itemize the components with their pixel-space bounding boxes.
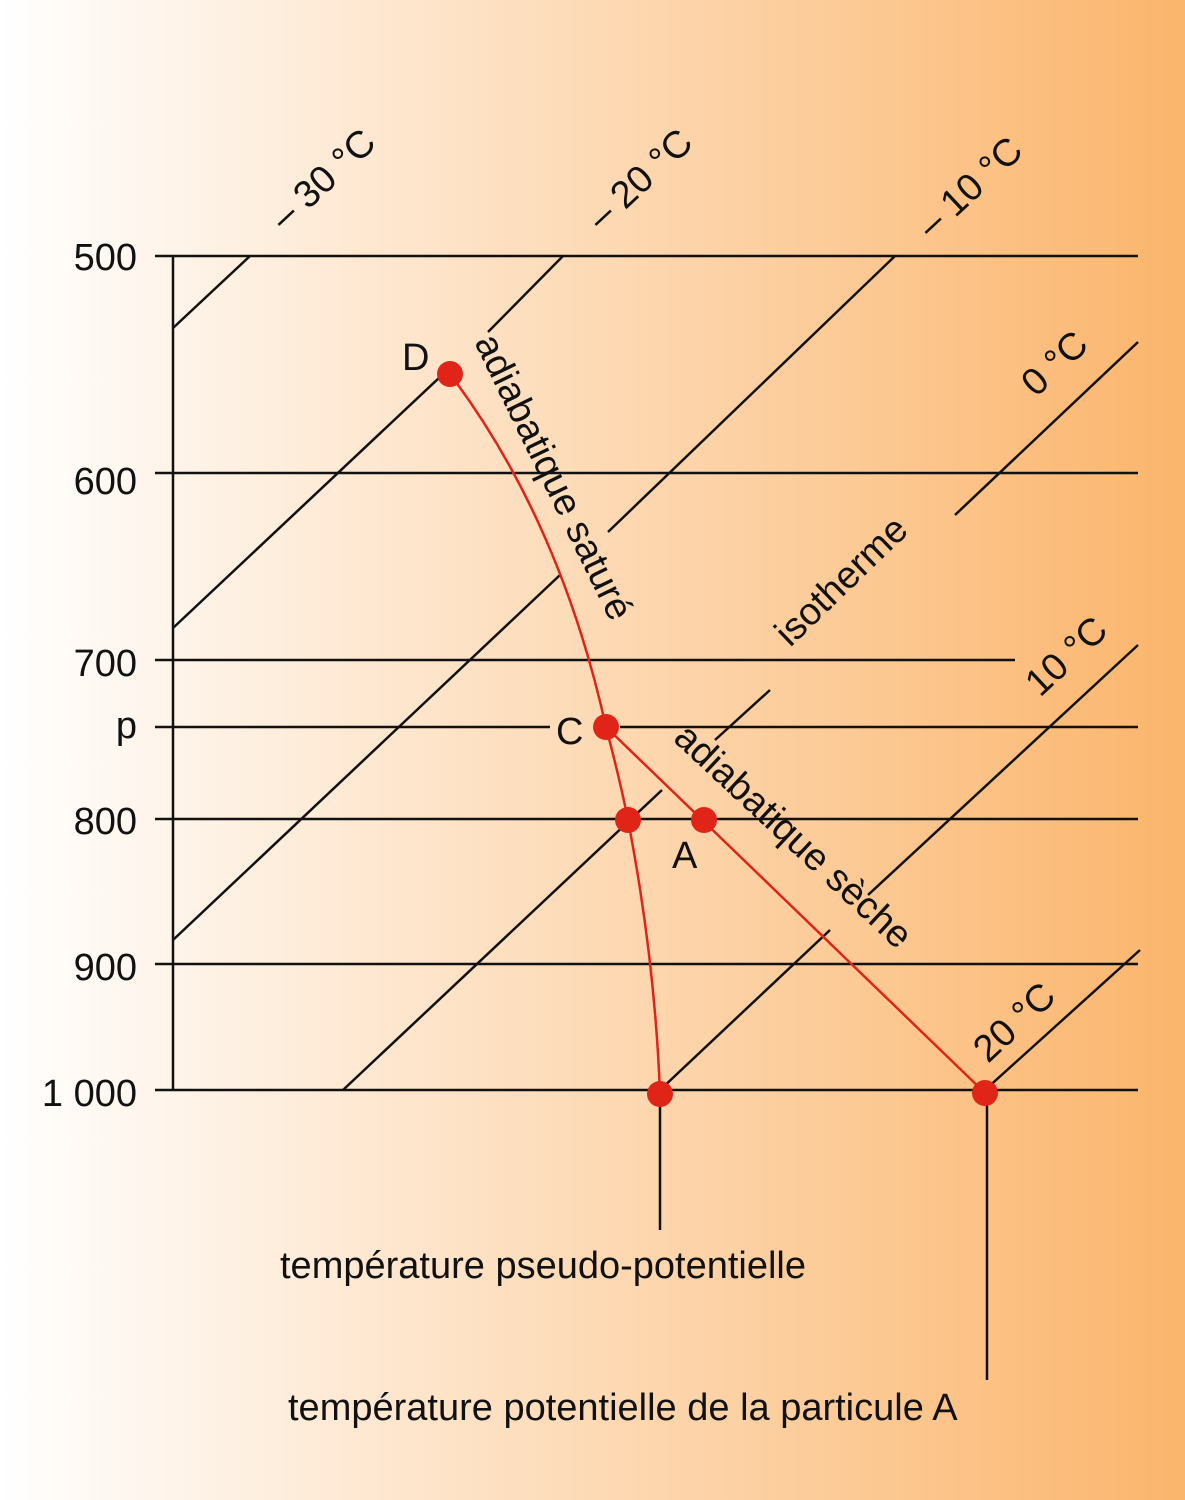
saturated-adiabat	[449, 373, 662, 1095]
points	[437, 361, 998, 1107]
pressure-label: 800	[74, 801, 137, 843]
pressure-label: 600	[74, 461, 137, 503]
pressure-label: 900	[74, 947, 137, 989]
point-label: D	[402, 337, 429, 379]
dry-adiabat	[605, 726, 986, 1094]
pressure-labels: 500 600 700 p 800 900 1 000	[42, 237, 137, 1115]
point-labels: D C A	[402, 337, 698, 877]
pressure-label: 700	[74, 643, 137, 685]
grid	[155, 254, 1141, 1380]
point-label: C	[556, 711, 583, 753]
bottom-label: température pseudo-potentielle	[280, 1245, 806, 1287]
pressure-label: p	[116, 705, 137, 747]
bottom-label: température potentielle de la particule …	[288, 1387, 958, 1429]
pressure-label: 500	[74, 237, 137, 279]
pressure-label: 1 000	[42, 1073, 137, 1115]
point-label: A	[672, 835, 698, 877]
